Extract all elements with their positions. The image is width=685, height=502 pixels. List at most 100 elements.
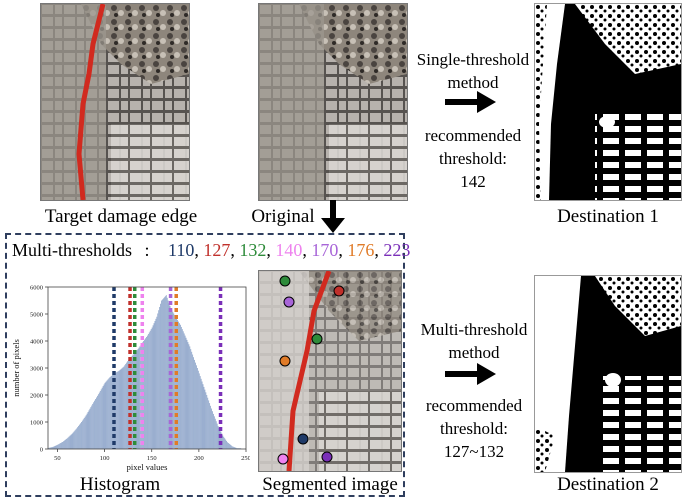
histogram-bar — [90, 407, 92, 449]
single-threshold-line1: Single-threshold — [416, 50, 530, 69]
histogram-bar — [219, 429, 221, 449]
histogram-caption: Histogram — [79, 474, 161, 495]
histogram-bar — [89, 408, 91, 449]
histogram-bar — [105, 381, 107, 449]
histogram-bar — [161, 300, 162, 449]
single-threshold-line2: method — [447, 73, 499, 92]
original-image — [258, 3, 408, 201]
histogram-bar — [125, 363, 127, 449]
threshold-separator: , — [230, 240, 240, 260]
histogram-bar — [185, 337, 187, 449]
single-threshold-line3: recommended — [424, 126, 522, 145]
histogram-bar — [232, 446, 234, 449]
histogram-bar — [61, 442, 62, 449]
histogram-bar — [57, 444, 59, 449]
histogram-bar — [169, 305, 171, 449]
binary-image-1 — [535, 4, 681, 200]
histogram-bar — [193, 357, 194, 449]
threshold-separator: , — [194, 240, 204, 260]
histogram-bar — [152, 325, 154, 449]
histogram-bar — [88, 410, 90, 449]
histogram-bar — [224, 438, 226, 449]
histogram-bar — [229, 443, 230, 449]
histogram-bar — [147, 335, 148, 449]
histogram-bar — [69, 435, 71, 449]
histogram-bar — [97, 395, 98, 449]
histogram-bar — [227, 442, 228, 449]
histogram-bar — [66, 438, 68, 449]
histogram-bar — [195, 362, 196, 449]
histogram-bar — [94, 400, 95, 449]
multi-thresholds-label: Multi-thresholds — [12, 240, 132, 260]
histogram-bar — [149, 330, 151, 449]
histogram-bar — [214, 418, 216, 449]
x-axis-label: pixel values — [127, 462, 168, 472]
histogram-bar — [92, 403, 94, 449]
histogram-bar — [52, 446, 54, 449]
single-threshold-line5: 142 — [460, 172, 486, 191]
histogram-bar — [240, 448, 242, 449]
single-threshold-method-text: Single-threshold method recommended thre… — [408, 48, 538, 193]
histogram-bar — [107, 379, 109, 449]
segmented-image — [258, 270, 402, 472]
threshold-separator: , — [338, 240, 348, 260]
histogram-bar — [182, 331, 184, 449]
histogram-bar — [131, 355, 133, 449]
histogram-bar — [153, 323, 155, 449]
histogram-bar — [86, 413, 88, 449]
histogram-bar — [155, 318, 157, 449]
histogram-bar — [173, 313, 175, 449]
threshold-separator: , — [302, 240, 312, 260]
histogram-bar — [168, 303, 170, 449]
histogram-bar — [77, 427, 79, 449]
histogram-bar — [206, 395, 208, 449]
histogram-bar — [165, 295, 167, 449]
histogram-bar — [194, 359, 195, 449]
x-tick-label: 150 — [147, 455, 157, 462]
histogram-bar — [207, 397, 209, 449]
histogram-bar — [196, 368, 198, 449]
histogram-bar — [64, 440, 65, 449]
threshold-value: 132 — [239, 240, 267, 260]
histogram-bar — [114, 373, 115, 449]
histogram-bar — [74, 430, 76, 449]
histogram-bar — [187, 342, 189, 449]
binary-image-2 — [535, 276, 681, 472]
histogram-bar — [113, 374, 114, 449]
histogram-bar — [116, 371, 118, 449]
multi-thresholds-row: Multi-thresholds : 110, 127, 132, 140, 1… — [12, 240, 410, 261]
histogram-bar — [228, 443, 229, 449]
histogram-bar — [229, 444, 231, 449]
y-axis-label: number of pixels — [11, 339, 21, 397]
histogram-bar — [80, 423, 81, 449]
y-tick-label: 1000 — [30, 420, 43, 427]
threshold-values-list: 110, 127, 132, 140, 170, 176, 223 — [168, 240, 410, 260]
histogram-bar — [213, 416, 215, 449]
histogram-bar — [212, 411, 213, 449]
histogram-bar — [176, 318, 178, 449]
histogram-bar — [110, 376, 112, 449]
histogram-bar — [201, 381, 203, 449]
histogram-bar — [189, 346, 191, 449]
histogram-bar — [146, 336, 147, 449]
threshold-value: 140 — [275, 240, 303, 260]
histogram-bar — [114, 372, 116, 449]
histogram-bar — [215, 421, 217, 449]
threshold-value: 170 — [311, 240, 339, 260]
histogram-bar — [70, 434, 72, 449]
threshold-separator: , — [374, 240, 384, 260]
histogram-bar — [91, 405, 93, 449]
y-tick-label: 5000 — [30, 312, 43, 319]
histogram-axes: 0 1000 2000 3000 4000 5000 6000 50 100 150 200 250 p… — [11, 285, 250, 473]
histogram-bar — [166, 297, 168, 449]
histogram-bar — [50, 447, 52, 449]
histogram-bar — [129, 358, 130, 449]
histogram-bar — [115, 372, 117, 449]
histogram-bar — [72, 432, 74, 449]
destination-2-image — [534, 275, 682, 473]
histogram-bar — [128, 359, 129, 449]
histogram-bar — [119, 369, 121, 449]
histogram-bar — [122, 367, 124, 449]
histogram-bar — [154, 321, 156, 449]
histogram-bar — [164, 296, 166, 449]
